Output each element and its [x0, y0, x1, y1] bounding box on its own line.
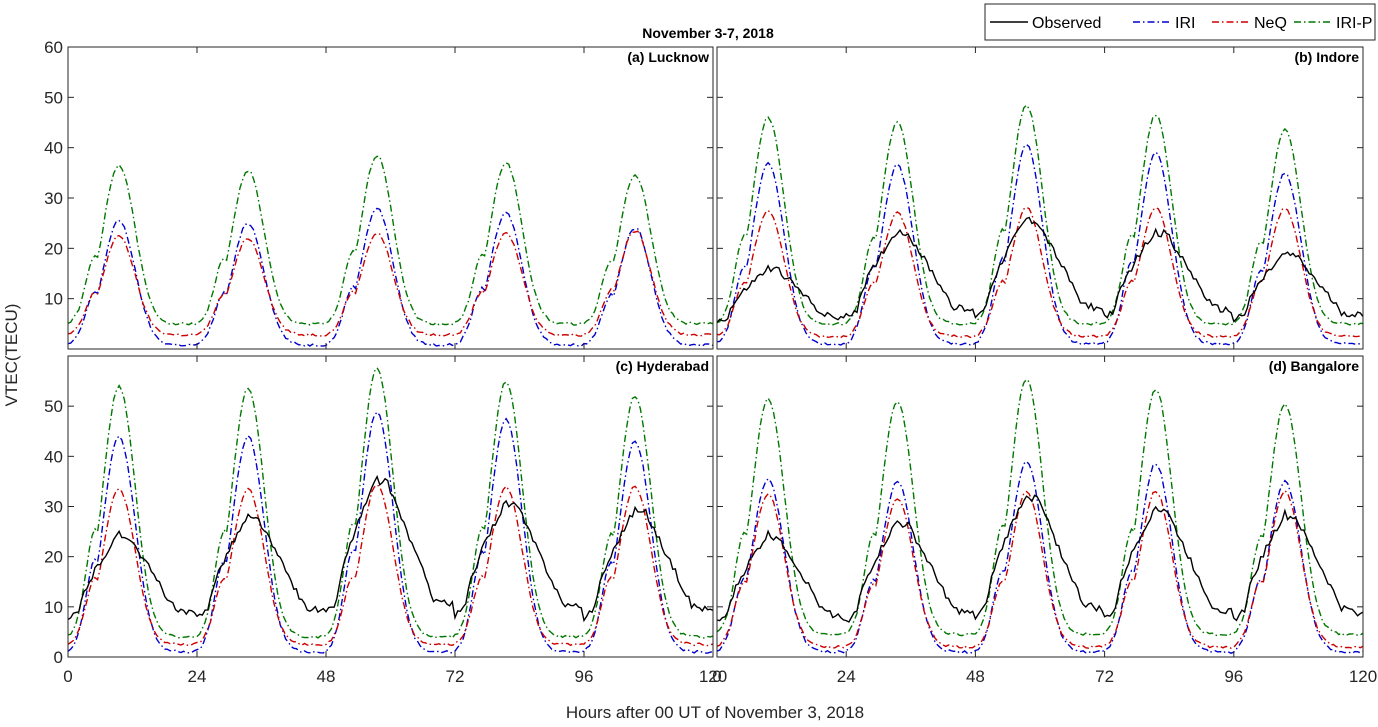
series-line-iri: [68, 207, 713, 347]
x-tick-label: 24: [837, 667, 856, 686]
x-tick-label: 120: [1349, 667, 1377, 686]
legend-label-iri-p: IRI-P: [1336, 15, 1372, 32]
x-tick-label: 96: [575, 667, 594, 686]
x-axis-label: Hours after 00 UT of November 3, 2018: [566, 703, 864, 722]
y-tick-label: 60: [44, 38, 63, 57]
series-line-neq: [68, 484, 713, 647]
y-tick-label: 0: [54, 648, 63, 667]
y-tick-label: 30: [44, 498, 63, 517]
series-line-observed: [717, 216, 1363, 324]
plot-area: [717, 356, 1363, 657]
panel-0: 10 20 30 40 50 60 (a) Lucknow: [44, 38, 714, 350]
series-lines: [68, 366, 713, 654]
y-tick-label: 20: [44, 548, 63, 567]
y-tick-label: 40: [44, 447, 63, 466]
series-lines: [717, 104, 1363, 346]
y-axis-label: VTEC(TECU): [2, 304, 21, 407]
series-line-iri: [68, 411, 713, 654]
series-line-iri-p: [68, 366, 713, 639]
y-tick-label: 30: [44, 189, 63, 208]
y-tick-label: 50: [44, 397, 63, 416]
x-tick-label: 0: [63, 667, 72, 686]
panel-title: (d) Bangalore: [1269, 358, 1359, 374]
series-line-observed: [717, 494, 1363, 623]
y-tick-label: 20: [44, 239, 63, 258]
legend-label-iri: IRI: [1175, 15, 1195, 32]
x-tick-label: 0: [712, 667, 721, 686]
plot-area: [68, 47, 713, 349]
y-tick-label: 10: [44, 290, 63, 309]
series-line-iri-p: [717, 378, 1363, 637]
x-tick-label: 48: [966, 667, 985, 686]
x-tick-label: 72: [446, 667, 465, 686]
x-tick-label: 96: [1224, 667, 1243, 686]
series-lines: [717, 378, 1363, 654]
series-lines: [68, 155, 713, 347]
series-line-iri: [717, 143, 1363, 346]
panel-title: (c) Hyderabad: [616, 358, 709, 374]
x-tick-label: 24: [188, 667, 207, 686]
legend-label-observed: Observed: [1032, 15, 1101, 32]
y-tick-label: 40: [44, 139, 63, 158]
panels: 10 20 30 40 50 60 (a) Lucknow (b) Indore 0 24 48 72…: [44, 38, 1377, 686]
plot-area: [68, 356, 713, 657]
x-tick-label: 72: [1095, 667, 1114, 686]
panel-title: (a) Lucknow: [627, 49, 709, 65]
panel-1: (b) Indore: [716, 46, 1364, 350]
y-tick-label: 10: [44, 598, 63, 617]
figure-title: November 3-7, 2018: [642, 25, 774, 41]
plot-area: [717, 47, 1363, 349]
legend-label-neq: NeQ: [1254, 15, 1287, 32]
x-tick-label: 48: [317, 667, 336, 686]
series-line-iri-p: [68, 155, 713, 326]
legend: Observed IRI NeQ IRI-P: [984, 3, 1376, 41]
y-tick-label: 50: [44, 88, 63, 107]
x-tick-label: 120: [699, 667, 727, 686]
panel-title: (b) Indore: [1294, 49, 1359, 65]
panel-3: 0 24 48 72 96 120 (d) Bangalore: [712, 355, 1377, 686]
series-line-observed: [68, 474, 713, 623]
series-line-iri-p: [717, 104, 1363, 326]
series-line-neq: [717, 489, 1363, 649]
